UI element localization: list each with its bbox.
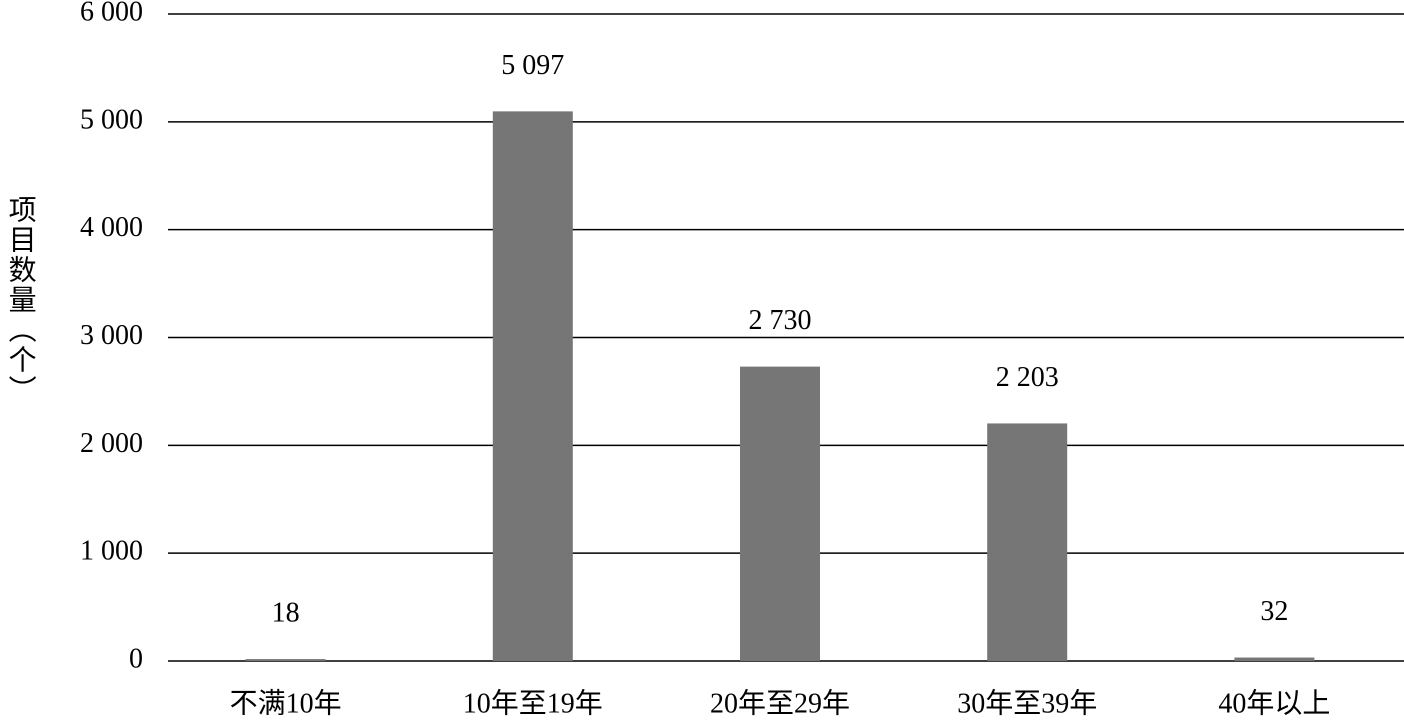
x-tick-label: 40年以上: [1218, 687, 1330, 719]
x-tick-label: 20年至29年: [710, 687, 850, 719]
y-tick-label: 4 000: [80, 212, 143, 243]
bar: [245, 659, 326, 661]
bar: [1234, 657, 1315, 661]
data-label: 2 730: [749, 305, 812, 336]
x-tick-label: 不满10年: [230, 687, 342, 719]
data-label: 18: [272, 597, 300, 628]
y-tick-label: 1 000: [80, 536, 143, 567]
x-tick-label: 30年至39年: [957, 687, 1097, 719]
data-label: 32: [1260, 596, 1288, 627]
data-label: 2 203: [996, 362, 1059, 393]
y-axis-label: 项目数量（个）: [5, 195, 37, 405]
bar: [987, 423, 1068, 661]
y-tick-label: 2 000: [80, 428, 143, 459]
y-tick-label: 5 000: [80, 104, 143, 135]
y-tick-label: 3 000: [80, 320, 143, 351]
bar: [492, 111, 573, 662]
y-tick-label: 6 000: [80, 0, 143, 27]
data-label: 5 097: [501, 50, 564, 81]
y-tick-label: 0: [129, 643, 143, 674]
bar: [740, 366, 820, 661]
x-tick-label: 10年至19年: [463, 687, 603, 719]
